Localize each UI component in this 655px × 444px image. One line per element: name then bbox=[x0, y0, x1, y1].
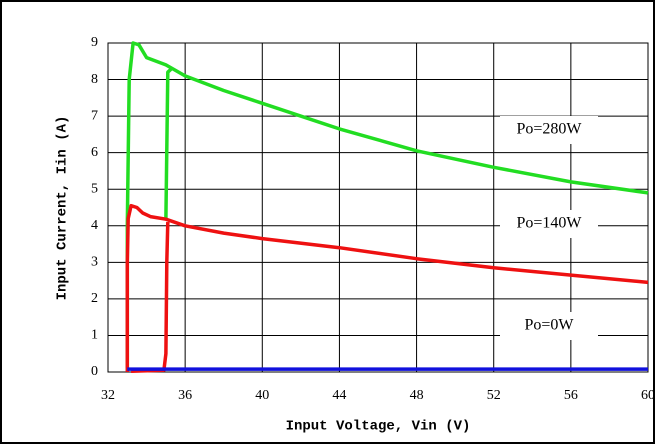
annotation-box bbox=[500, 116, 598, 144]
y-axis-label: Input Current, Iin (A) bbox=[55, 116, 71, 301]
annotation-box bbox=[500, 210, 598, 238]
series-line bbox=[125, 41, 649, 369]
x-tick-label: 60 bbox=[641, 388, 655, 403]
x-tick-label: 48 bbox=[410, 388, 424, 403]
annotation-box bbox=[500, 312, 598, 340]
x-tick-label: 32 bbox=[101, 388, 115, 403]
y-tick-label: 0 bbox=[91, 364, 98, 379]
y-tick-label: 4 bbox=[91, 218, 98, 233]
plot-border bbox=[107, 42, 649, 373]
annotation: Po=140W bbox=[516, 215, 582, 232]
y-tick-label: 7 bbox=[91, 108, 98, 123]
x-tick-label: 36 bbox=[178, 388, 192, 403]
y-tick-label: 1 bbox=[91, 328, 98, 343]
y-tick-label: 2 bbox=[91, 291, 98, 306]
x-tick-label: 40 bbox=[255, 388, 269, 403]
x-tick-label: 56 bbox=[564, 388, 578, 403]
x-axis-label: Input Voltage, Vin (V) bbox=[286, 419, 471, 435]
x-tick-label: 52 bbox=[487, 388, 501, 403]
y-tick-label: 3 bbox=[91, 255, 98, 270]
annotation: Po=280W bbox=[516, 121, 582, 138]
y-tick-label: 8 bbox=[91, 72, 98, 87]
y-tick-label: 5 bbox=[91, 181, 98, 196]
annotation: Po=0W bbox=[524, 317, 574, 334]
y-tick-label: 6 bbox=[91, 145, 98, 160]
y-tick-label: 9 bbox=[91, 35, 98, 50]
x-tick-label: 44 bbox=[332, 388, 346, 403]
